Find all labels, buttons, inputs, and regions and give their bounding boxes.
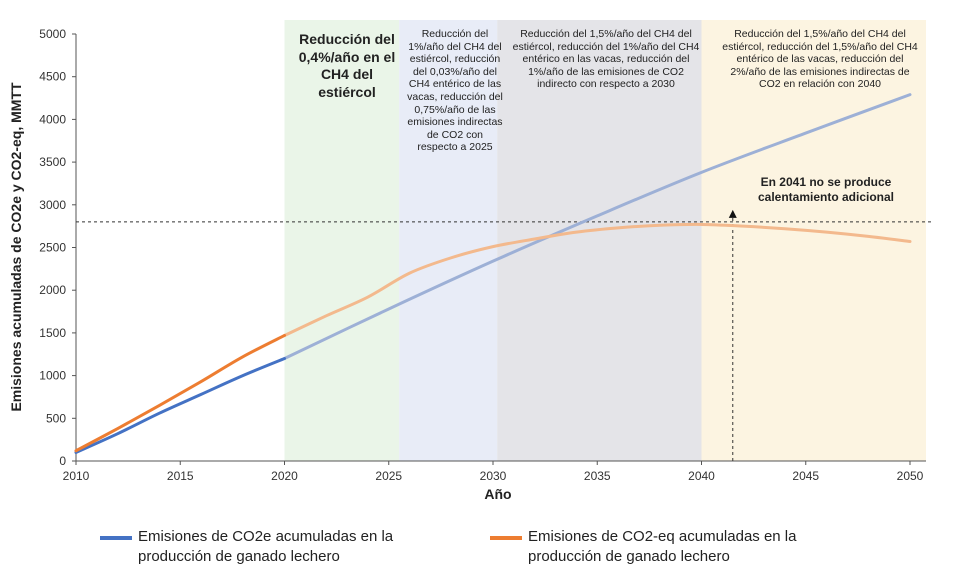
policy-band-2 [399, 20, 498, 461]
series-1-historical-line [74, 357, 286, 454]
policy-band-4 [701, 20, 926, 461]
band-note-1: Reducción del 0,4%/año en el CH4 del est… [298, 31, 396, 100]
legend-item-co2e: Emisiones de CO2e acumuladas en la produ… [100, 527, 458, 566]
band-note-3: Reducción del 1,5%/año del CH4 del estié… [512, 28, 700, 91]
x-axis-title: Año [484, 486, 511, 502]
x-tick-label: 2040 [688, 469, 715, 483]
x-tick-label: 2010 [63, 469, 90, 483]
tick-labels: 0 500 1000 1500 2000 2500 3000 3500 4000 4500 5000… [39, 27, 923, 483]
y-tick-label: 4000 [39, 112, 66, 126]
reference-lines [76, 209, 934, 461]
band-note-4: Reducción del 1,5%/año del CH4 del estié… [722, 28, 918, 91]
y-tick-label: 1500 [39, 326, 66, 340]
legend-swatch-orange [490, 536, 522, 540]
marker-arrowhead [728, 209, 737, 218]
y-tick-label: 4500 [39, 70, 66, 84]
series-1-projection-line [283, 93, 912, 361]
legend-label-co2e: Emisiones de CO2e acumuladas en la produ… [138, 528, 394, 565]
x-tick-label: 2050 [897, 469, 924, 483]
y-axis-title: Emisiones acumuladas de CO2e y CO2-eq, M… [8, 82, 24, 412]
policy-bands [284, 20, 926, 461]
legend-item-co2eq: Emisiones de CO2-eq acumuladas en la pro… [490, 527, 848, 566]
y-tick-label: 3000 [39, 198, 66, 212]
legend-swatch-blue [100, 536, 132, 540]
x-tick-label: 2025 [375, 469, 402, 483]
series-2-projection-line [283, 222, 912, 337]
y-tick-label: 500 [46, 411, 66, 425]
y-tick-label: 2500 [39, 241, 66, 255]
x-tick-label: 2035 [584, 469, 611, 483]
legend-label-co2eq: Emisiones de CO2-eq acumuladas en la pro… [528, 528, 797, 565]
policy-band-1 [284, 20, 400, 461]
series-lines [74, 93, 912, 454]
y-tick-label: 1000 [39, 369, 66, 383]
x-tick-label: 2015 [167, 469, 194, 483]
y-tick-label: 5000 [39, 27, 66, 41]
x-tick-label: 2020 [271, 469, 298, 483]
series-2-historical-line [74, 333, 286, 453]
y-tick-label: 0 [59, 454, 66, 468]
y-tick-label: 3500 [39, 155, 66, 169]
x-tick-label: 2045 [792, 469, 819, 483]
y-tick-label: 2000 [39, 283, 66, 297]
x-tick-label: 2030 [480, 469, 507, 483]
band-note-2: Reducción del 1%/año del CH4 del estiérc… [407, 28, 503, 154]
no-warming-annotation: En 2041 no se produce calentamiento adic… [757, 175, 895, 204]
